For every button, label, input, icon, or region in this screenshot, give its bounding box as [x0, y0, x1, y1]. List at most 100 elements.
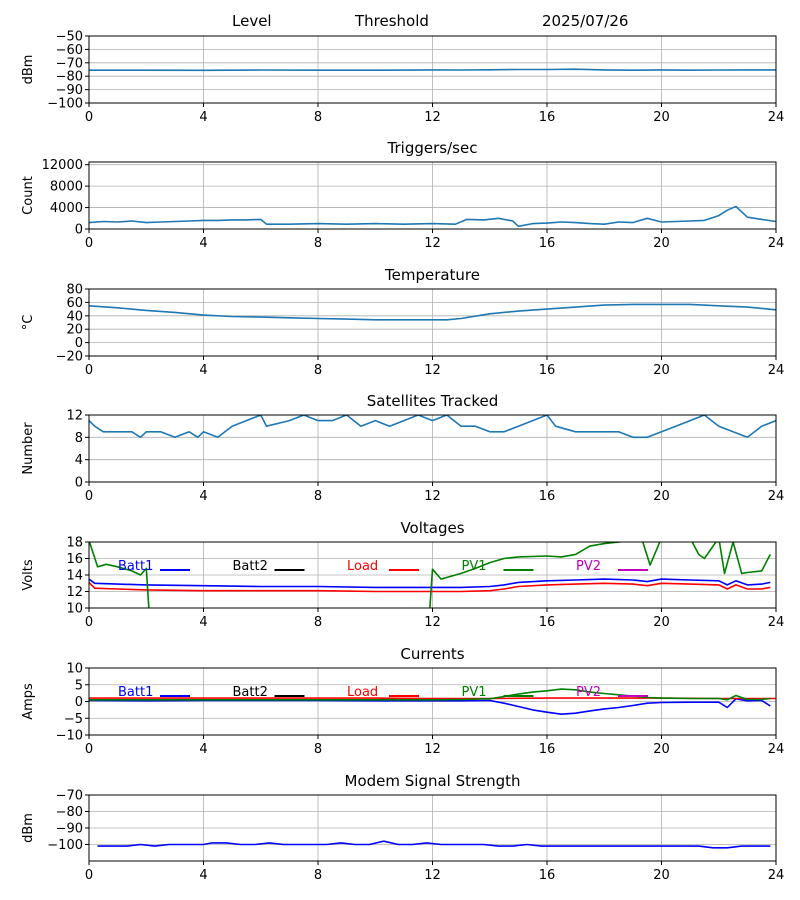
legend-label-pv2: PV2 [576, 559, 601, 574]
y-tick-label: 0 [75, 223, 83, 238]
y-tick-label: 18 [66, 536, 83, 551]
x-tick-label: 24 [768, 489, 785, 504]
x-tick-label: 4 [199, 868, 207, 883]
y-tick-label: 0 [75, 476, 83, 491]
y-tick-label: −90 [56, 822, 83, 837]
y-tick-label: 16 [66, 552, 83, 567]
chart-title: Currents [400, 645, 464, 663]
x-tick-label: 8 [314, 363, 322, 378]
series-line [97, 840, 771, 849]
x-tick-label: 12 [424, 868, 441, 883]
y-tick-label: 20 [66, 323, 83, 338]
y-tick-label: 5 [75, 678, 83, 693]
x-tick-label: 8 [314, 110, 322, 125]
y-tick-label: 14 [66, 569, 83, 584]
legend-label-pv2: PV2 [576, 685, 601, 700]
x-tick-label: 0 [85, 489, 93, 504]
series-line-pv1 [89, 542, 772, 608]
y-tick-label: 10 [66, 662, 83, 677]
chart-title: Temperature [384, 266, 480, 284]
y-tick-label: 4000 [50, 201, 83, 216]
x-tick-label: 16 [539, 615, 556, 630]
x-tick-label: 16 [539, 868, 556, 883]
chart-title: Voltages [400, 519, 464, 537]
series-line-batt1 [89, 697, 771, 716]
x-tick-label: 12 [424, 110, 441, 125]
y-tick-label: −20 [56, 350, 83, 365]
chart-triggers: 0 4 8 12 16 20 24 0 4000 8000 12000 Triggers/sec Cou… [21, 139, 784, 251]
legend-label-pv1: PV1 [462, 685, 487, 700]
y-tick-label: 8000 [50, 180, 83, 195]
x-tick-label: 0 [85, 363, 93, 378]
y-tick-label: 60 [66, 296, 83, 311]
legend-label-batt2: Batt2 [233, 685, 268, 700]
x-tick-label: 20 [653, 363, 670, 378]
y-axis-label: Count [21, 176, 36, 215]
x-tick-label: 8 [314, 615, 322, 630]
legend-label-load: Load [347, 685, 378, 700]
chart-satellites: 0 4 8 12 16 20 24 0 4 8 12 Satellites Tracked Number [21, 392, 784, 504]
series-line [89, 303, 776, 321]
legend-label-batt2: Batt2 [233, 559, 268, 574]
y-tick-label: 10 [66, 602, 83, 617]
x-tick-label: 4 [199, 615, 207, 630]
y-axis-label: Amps [21, 683, 36, 720]
x-tick-label: 20 [653, 615, 670, 630]
legend-label-batt1: Batt1 [118, 685, 153, 700]
y-tick-label: −5 [64, 712, 83, 727]
x-tick-label: 4 [199, 236, 207, 251]
x-tick-label: 8 [314, 489, 322, 504]
legend-label-batt1: Batt1 [118, 559, 153, 574]
y-axis-label: Volts [21, 559, 36, 591]
y-tick-label: 8 [75, 431, 83, 446]
series-line-load [89, 581, 771, 593]
series-line [89, 415, 776, 439]
x-tick-label: 24 [768, 868, 785, 883]
y-tick-label: −60 [56, 43, 83, 58]
legend-label-load: Load [347, 559, 378, 574]
x-tick-label: 24 [768, 110, 785, 125]
x-tick-label: 8 [314, 236, 322, 251]
x-tick-label: 16 [539, 110, 556, 125]
chart-title: Triggers/sec [387, 139, 478, 157]
x-tick-label: 16 [539, 236, 556, 251]
y-tick-label: 80 [66, 283, 83, 298]
series-line-pv1 [89, 688, 771, 701]
x-tick-label: 0 [85, 615, 93, 630]
y-tick-label: −70 [56, 789, 83, 804]
x-tick-label: 12 [424, 615, 441, 630]
x-tick-label: 16 [539, 363, 556, 378]
y-tick-label: −10 [56, 729, 83, 744]
header-date: 2025/07/26 [542, 12, 629, 30]
y-tick-label: 0 [75, 695, 83, 710]
chart-level: 0 4 8 12 16 20 24 −100−90−80−70−60−50 dBm [21, 30, 784, 126]
y-tick-label: 0 [75, 336, 83, 351]
x-tick-label: 0 [85, 868, 93, 883]
y-tick-label: −100 [47, 838, 83, 853]
series-line [89, 68, 776, 72]
x-tick-label: 8 [314, 742, 322, 757]
header-level-label: Level [232, 12, 272, 30]
x-tick-label: 20 [653, 489, 670, 504]
y-tick-label: −70 [56, 56, 83, 71]
x-tick-label: 24 [768, 742, 785, 757]
x-tick-label: 4 [199, 489, 207, 504]
y-tick-label: −100 [47, 97, 83, 112]
series-line [89, 205, 776, 228]
y-tick-label: 12 [66, 585, 83, 600]
y-axis-label: dBm [21, 55, 36, 85]
y-tick-label: −90 [56, 83, 83, 98]
chart-title: Satellites Tracked [367, 392, 498, 410]
x-tick-label: 4 [199, 363, 207, 378]
chart-title: Modem Signal Strength [345, 772, 521, 790]
y-axis-label: dBm [21, 813, 36, 843]
x-tick-label: 20 [653, 236, 670, 251]
x-tick-label: 12 [424, 363, 441, 378]
y-axis-label: Number [21, 422, 36, 475]
x-tick-label: 0 [85, 110, 93, 125]
y-tick-label: −80 [56, 70, 83, 85]
